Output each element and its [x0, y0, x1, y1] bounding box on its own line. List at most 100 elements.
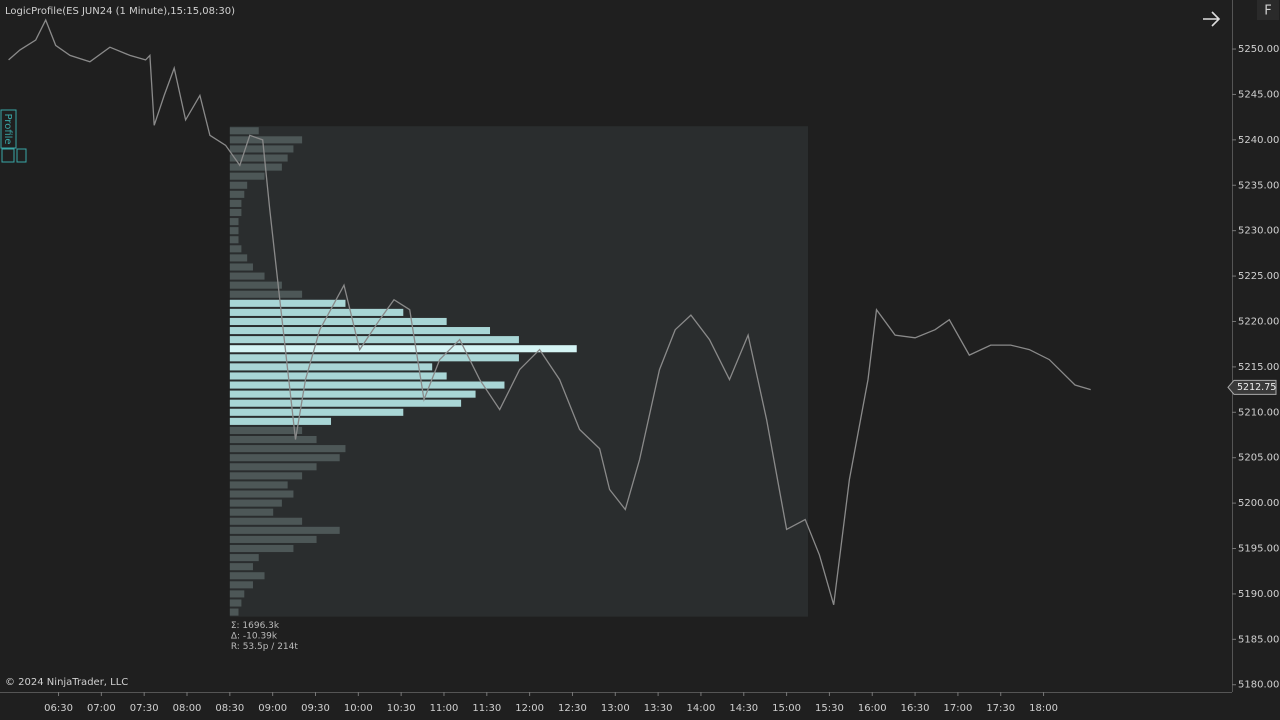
y-tick-label: 5215.00 [1238, 362, 1279, 373]
y-tick-label: 5245.00 [1238, 89, 1279, 100]
x-tick-label: 07:30 [130, 703, 159, 714]
profile-bar [229, 136, 303, 144]
profile-bar [229, 445, 346, 453]
y-tick-label: 5225.00 [1238, 271, 1279, 282]
profile-bar [229, 435, 317, 444]
y-tick-label: 5230.00 [1238, 226, 1279, 237]
profile-bar [229, 290, 303, 298]
profile-bar [229, 417, 332, 425]
profile-bar [229, 481, 288, 489]
profile-bar [229, 181, 248, 189]
profile-bar [229, 245, 242, 253]
profile-bar [229, 263, 253, 271]
x-tick-label: 16:30 [901, 703, 930, 714]
x-tick-label: 14:30 [729, 703, 758, 714]
x-tick-label: 07:00 [87, 703, 116, 714]
profile-bar [229, 381, 505, 389]
profile-bar [229, 563, 253, 571]
profile-tab-label: Profile [2, 113, 13, 144]
profile-bar [229, 572, 265, 580]
last-price-label: 5212.75 [1237, 382, 1276, 393]
profile-bar [229, 272, 265, 280]
y-tick-label: 5185.00 [1238, 634, 1279, 645]
profile-bar [229, 308, 404, 316]
profile-bar [229, 190, 245, 198]
tab-button[interactable] [16, 148, 27, 163]
profile-bar [229, 317, 447, 326]
profile-bar [229, 227, 239, 235]
y-tick-label: 5240.00 [1238, 135, 1279, 146]
x-tick-label: 15:00 [772, 703, 801, 714]
last-price-tag [1227, 379, 1277, 395]
profile-bar [229, 281, 282, 289]
y-tick-label: 5195.00 [1238, 544, 1279, 555]
profile-bar [229, 127, 259, 135]
x-tick-label: 08:30 [215, 703, 244, 714]
profile-bar [229, 399, 462, 407]
x-tick-label: 16:00 [858, 703, 887, 714]
profile-bar [229, 490, 294, 498]
profile-bar [229, 145, 294, 153]
profile-bar [229, 390, 476, 398]
f-button-label: F [1264, 4, 1271, 19]
profile-stat: Δ: -10.39k [231, 632, 278, 642]
profile-bar [229, 581, 253, 589]
x-tick-label: 09:30 [301, 703, 330, 714]
y-tick-label: 5190.00 [1238, 589, 1279, 600]
profile-bar [229, 426, 303, 434]
x-tick-label: 08:00 [173, 703, 202, 714]
x-tick-label: 09:00 [258, 703, 287, 714]
profile-bar [229, 199, 242, 207]
x-tick-label: 17:00 [943, 703, 972, 714]
profile-bar [229, 172, 265, 180]
arrow-icon[interactable] [1203, 11, 1221, 27]
profile-bar [229, 544, 294, 553]
profile-bar [229, 526, 340, 534]
profile-bar [229, 236, 239, 244]
profile-bar [229, 354, 519, 362]
profile-bar [229, 336, 519, 344]
profile-tab[interactable] [0, 109, 17, 149]
x-tick-label: 10:00 [344, 703, 373, 714]
profile-bar [229, 517, 303, 525]
tab-button[interactable] [1, 148, 15, 163]
x-tick-label: 12:30 [558, 703, 587, 714]
x-tick-label: 17:30 [986, 703, 1015, 714]
y-tick-label: 5250.00 [1238, 44, 1279, 55]
y-tick-label: 5210.00 [1238, 407, 1279, 418]
y-tick-label: 5200.00 [1238, 498, 1279, 509]
profile-stat: R: 53.5p / 214t [231, 642, 299, 652]
profile-bar [229, 299, 346, 307]
profile-bar [229, 345, 577, 353]
profile-bar [229, 535, 317, 543]
y-tick-label: 5205.00 [1238, 453, 1279, 464]
profile-bar [229, 472, 303, 480]
profile-bar [229, 218, 239, 226]
x-tick-label: 10:30 [387, 703, 416, 714]
x-tick-label: 15:30 [815, 703, 844, 714]
footer: © 2024 NinjaTrader, LLC [5, 677, 128, 688]
profile-bar [229, 463, 317, 471]
f-button[interactable] [1257, 0, 1279, 20]
profile-bar [229, 454, 340, 462]
profile-bar [229, 499, 282, 507]
profile-bar [229, 590, 245, 598]
y-tick-label: 5235.00 [1238, 180, 1279, 191]
profile-bar [229, 327, 491, 335]
x-tick-label: 13:00 [601, 703, 630, 714]
x-tick-label: 13:30 [644, 703, 673, 714]
x-tick-label: 06:30 [44, 703, 73, 714]
profile-bar [229, 163, 282, 171]
y-tick-label: 5180.00 [1238, 680, 1279, 691]
x-tick-label: 18:00 [1029, 703, 1058, 714]
price-line [8, 18, 1091, 605]
profile-bar [229, 554, 259, 562]
profile-bar [229, 254, 248, 262]
profile-bar [229, 608, 239, 616]
x-tick-label: 14:00 [687, 703, 716, 714]
profile-bar [229, 372, 447, 380]
x-tick-label: 11:30 [472, 703, 501, 714]
chart-title: LogicProfile(ES JUN24 (1 Minute),15:15,0… [5, 6, 235, 17]
profile-bar [229, 599, 242, 607]
